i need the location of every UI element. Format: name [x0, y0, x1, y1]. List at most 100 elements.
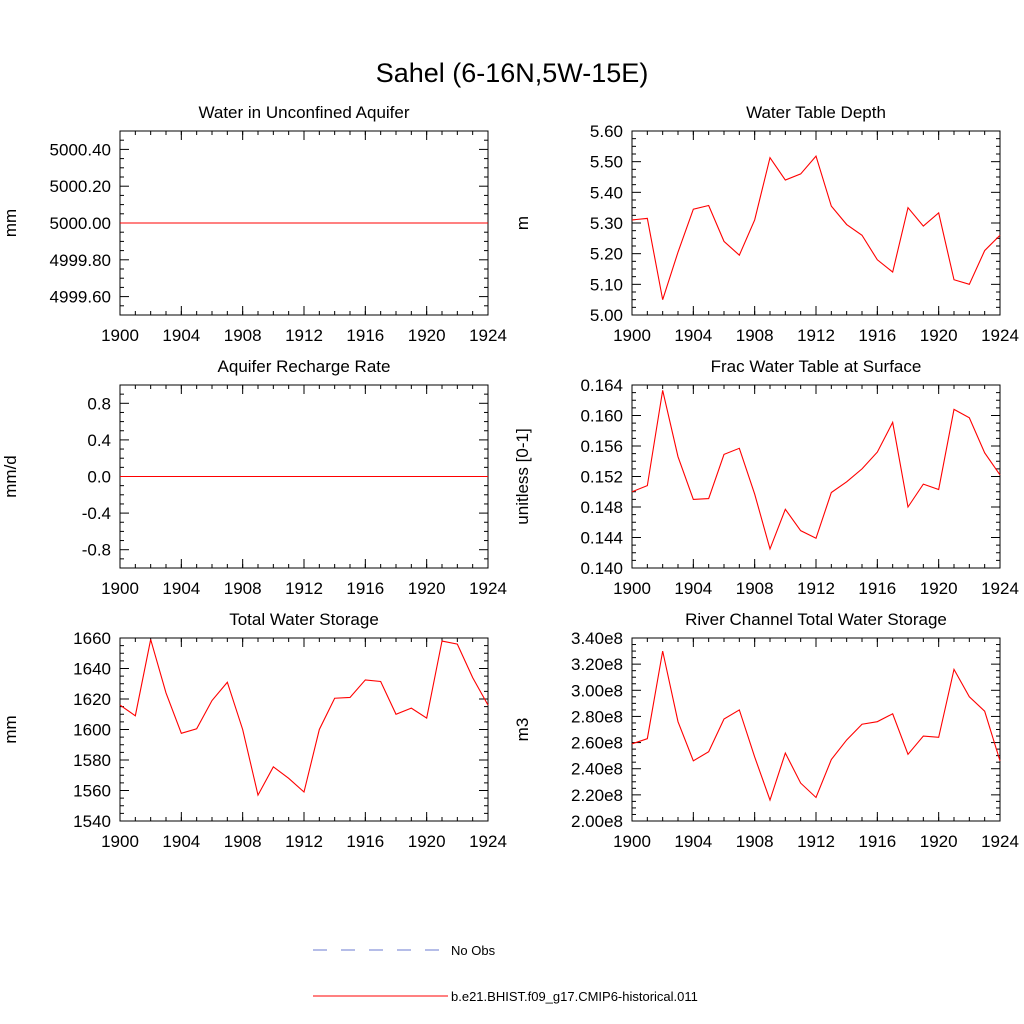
- x-tick-label: 1908: [224, 579, 262, 598]
- y-axis-label: unitless [0-1]: [513, 428, 532, 524]
- x-tick-label: 1920: [920, 832, 958, 851]
- y-axis-label: m: [513, 216, 532, 230]
- plot-frame: [631, 384, 1001, 569]
- y-axis-label: mm: [1, 209, 20, 237]
- panel-title: Water in Unconfined Aquifer: [198, 103, 409, 122]
- series-line: [631, 155, 1001, 300]
- y-tick-label: 5000.20: [50, 177, 111, 196]
- y-tick-label: 0.156: [580, 437, 623, 456]
- x-tick-label: 1920: [920, 579, 958, 598]
- y-axis-label: mm: [1, 715, 20, 743]
- chart-water-table-depth: Water Table Depth 1900 1904 1908 1912 1916 192…: [513, 103, 1019, 345]
- x-tick-label: 1900: [101, 832, 139, 851]
- y-axis-label: m3: [513, 718, 532, 742]
- x-tick-label: 1916: [346, 832, 384, 851]
- chart-total-water-storage: Total Water Storage 1900 1904 1908 1912 1916 1…: [1, 610, 507, 851]
- y-tick-label: 4999.60: [50, 288, 111, 307]
- y-tick-label: 2.80e8: [571, 707, 623, 726]
- y-tick-label: 0.148: [580, 498, 623, 517]
- y-tick-label: 5.50: [590, 153, 623, 172]
- x-tick-label: 1916: [346, 579, 384, 598]
- y-tick-label: 2.40e8: [571, 760, 623, 779]
- chart-frac-water-table-at-surface: Frac Water Table at Surface 1900 1904 1908 1…: [513, 357, 1019, 598]
- y-tick-label: 1560: [73, 782, 111, 801]
- x-tick-label: 1900: [613, 579, 651, 598]
- y-tick-label: 3.40e8: [571, 629, 623, 648]
- chart-river-channel-total-water-storage: River Channel Total Water Storage 1900 190…: [513, 610, 1019, 851]
- x-tick-label: 1908: [224, 326, 262, 345]
- y-tick-label: 1640: [73, 660, 111, 679]
- y-tick-label: 5.60: [590, 122, 623, 141]
- plot-frame: [631, 130, 1001, 316]
- x-tick-label: 1908: [224, 832, 262, 851]
- y-tick-label: 1580: [73, 751, 111, 770]
- x-tick-label: 1912: [797, 832, 835, 851]
- x-tick-label: 1900: [613, 832, 651, 851]
- y-tick-label: 4999.80: [50, 251, 111, 270]
- x-tick-label: 1908: [736, 579, 774, 598]
- x-tick-label: 1916: [346, 326, 384, 345]
- legend: No Obs b.e21.BHIST.f09_g17.CMIP6-histori…: [313, 943, 698, 1004]
- x-tick-label: 1912: [285, 579, 323, 598]
- x-tick-label: 1900: [101, 326, 139, 345]
- x-tick-label: 1916: [858, 326, 896, 345]
- x-tick-label: 1904: [162, 832, 200, 851]
- x-tick-label: 1916: [858, 579, 896, 598]
- y-tick-label: 5.10: [590, 275, 623, 294]
- chart-water-in-unconfined-aquifer: Water in Unconfined Aquifer 1900 1904 1908 1…: [1, 103, 507, 345]
- x-tick-label: 1904: [674, 579, 712, 598]
- x-tick-label: 1916: [858, 832, 896, 851]
- y-tick-label: 0.4: [87, 431, 111, 450]
- y-tick-label: 0.144: [580, 529, 623, 548]
- y-tick-label: 0.152: [580, 468, 623, 487]
- y-tick-label: 5000.40: [50, 140, 111, 159]
- y-tick-label: 3.00e8: [571, 681, 623, 700]
- x-tick-label: 1912: [797, 579, 835, 598]
- panel-title: Aquifer Recharge Rate: [218, 357, 391, 376]
- y-tick-label: 2.00e8: [571, 812, 623, 831]
- figure-title: Sahel (6-16N,5W-15E): [376, 58, 649, 88]
- x-tick-label: 1908: [736, 326, 774, 345]
- y-tick-label: 5000.00: [50, 214, 111, 233]
- x-tick-label: 1904: [674, 326, 712, 345]
- x-tick-label: 1900: [101, 579, 139, 598]
- plot-frame: [631, 637, 1001, 822]
- panel-title: Total Water Storage: [229, 610, 379, 629]
- panel-title: Water Table Depth: [746, 103, 886, 122]
- legend-label-no-obs: No Obs: [451, 943, 496, 958]
- chart-aquifer-recharge-rate: Aquifer Recharge Rate 1900 1904 1908 1912 191…: [1, 357, 507, 598]
- y-tick-label: 1540: [73, 812, 111, 831]
- y-tick-label: 0.0: [87, 468, 111, 487]
- y-tick-label: 2.20e8: [571, 786, 623, 805]
- y-tick-label: -0.8: [82, 541, 111, 560]
- y-tick-label: 1660: [73, 629, 111, 648]
- y-axis-label: mm/d: [1, 455, 20, 498]
- x-tick-label: 1920: [920, 326, 958, 345]
- x-tick-label: 1924: [469, 579, 507, 598]
- series-line: [631, 650, 1001, 802]
- x-tick-label: 1924: [981, 579, 1019, 598]
- y-tick-label: 5.20: [590, 245, 623, 264]
- y-tick-label: 0.160: [580, 407, 623, 426]
- x-tick-label: 1924: [981, 832, 1019, 851]
- x-tick-label: 1904: [674, 832, 712, 851]
- x-tick-label: 1912: [285, 832, 323, 851]
- x-tick-label: 1924: [469, 326, 507, 345]
- y-tick-label: 5.00: [590, 306, 623, 325]
- y-tick-label: 0.8: [87, 394, 111, 413]
- plot-frame: [119, 637, 489, 822]
- y-tick-label: 1620: [73, 690, 111, 709]
- series-line: [631, 390, 1001, 551]
- x-tick-label: 1920: [408, 579, 446, 598]
- x-tick-label: 1912: [285, 326, 323, 345]
- x-tick-label: 1904: [162, 579, 200, 598]
- x-tick-label: 1920: [408, 326, 446, 345]
- panel-title: River Channel Total Water Storage: [685, 610, 947, 629]
- y-tick-label: 3.20e8: [571, 655, 623, 674]
- series-line: [119, 639, 489, 797]
- panels: Water in Unconfined Aquifer 1900 1904 1908 1…: [1, 103, 1019, 851]
- y-tick-label: 0.164: [580, 376, 623, 395]
- y-tick-label: 5.30: [590, 214, 623, 233]
- x-tick-label: 1904: [162, 326, 200, 345]
